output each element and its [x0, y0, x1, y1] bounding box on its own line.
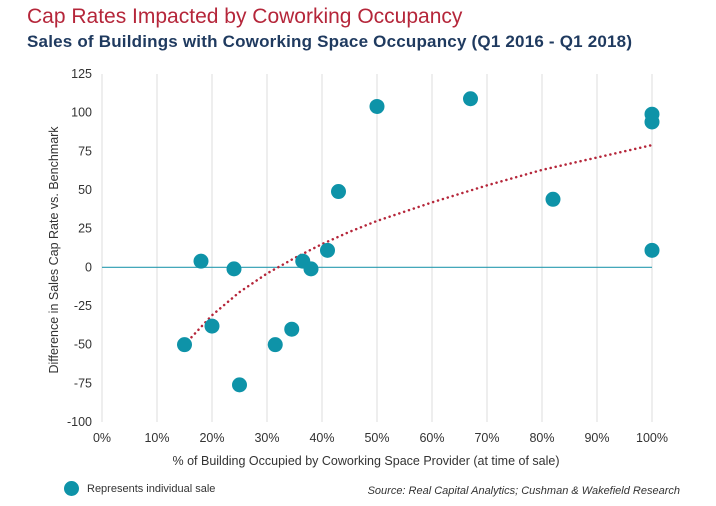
- x-tick-label: 80%: [529, 431, 554, 445]
- legend: Represents individual sale: [64, 481, 215, 496]
- data-point: [177, 337, 192, 353]
- y-tick-label: 25: [78, 222, 92, 236]
- x-tick-label: 10%: [144, 431, 169, 445]
- data-point: [226, 261, 242, 277]
- data-point: [463, 91, 478, 107]
- x-tick-label: 20%: [199, 431, 224, 445]
- data-point: [320, 242, 335, 258]
- y-tick-label: 125: [71, 67, 92, 81]
- x-tick-label: 50%: [364, 431, 389, 445]
- x-axis-label: % of Building Occupied by Coworking Spac…: [173, 454, 560, 468]
- y-tick-label: 100: [71, 106, 92, 120]
- data-point: [369, 98, 385, 114]
- data-point: [545, 191, 561, 207]
- data-point: [644, 114, 660, 130]
- legend-label: Represents individual sale: [87, 482, 216, 495]
- x-tick-label: 40%: [309, 431, 334, 445]
- x-tick-label: 0%: [93, 431, 111, 445]
- chart-title: Cap Rates Impacted by Coworking Occupanc…: [27, 5, 463, 28]
- x-tick-label: 30%: [254, 431, 279, 445]
- data-point: [644, 242, 660, 258]
- y-tick-label: -100: [67, 415, 92, 429]
- y-axis-label: Difference in Sales Cap Rate vs. Benchma…: [47, 126, 61, 374]
- data-point: [267, 337, 283, 353]
- y-tick-label: -50: [74, 338, 92, 352]
- data-point: [284, 321, 300, 337]
- data-point: [331, 184, 346, 200]
- chart-subtitle: Sales of Buildings with Coworking Space …: [27, 32, 633, 51]
- y-tick-label: 75: [78, 144, 92, 158]
- y-tick-label: -75: [74, 376, 92, 390]
- data-point: [204, 318, 220, 334]
- y-tick-label: 0: [85, 260, 92, 274]
- x-tick-label: 70%: [474, 431, 499, 445]
- axes: 0% 10% 20% 30% 40% 50% 60% 70% 80% 90% 100% -100 -75…: [67, 67, 668, 445]
- x-tick-label: 100%: [636, 431, 668, 445]
- data-points: [177, 91, 660, 393]
- legend-marker-icon: [64, 481, 79, 496]
- y-tick-label: -25: [74, 299, 92, 313]
- x-tick-label: 90%: [584, 431, 609, 445]
- y-tick-label: 50: [78, 183, 92, 197]
- data-point: [303, 261, 319, 277]
- trendline-group: [183, 143, 654, 346]
- gridlines: [101, 74, 653, 422]
- data-point: [193, 253, 209, 269]
- data-point: [232, 377, 247, 393]
- x-tick-label: 60%: [419, 431, 444, 445]
- trendline: [183, 143, 654, 346]
- source-note: Source: Real Capital Analytics; Cushman …: [367, 485, 680, 497]
